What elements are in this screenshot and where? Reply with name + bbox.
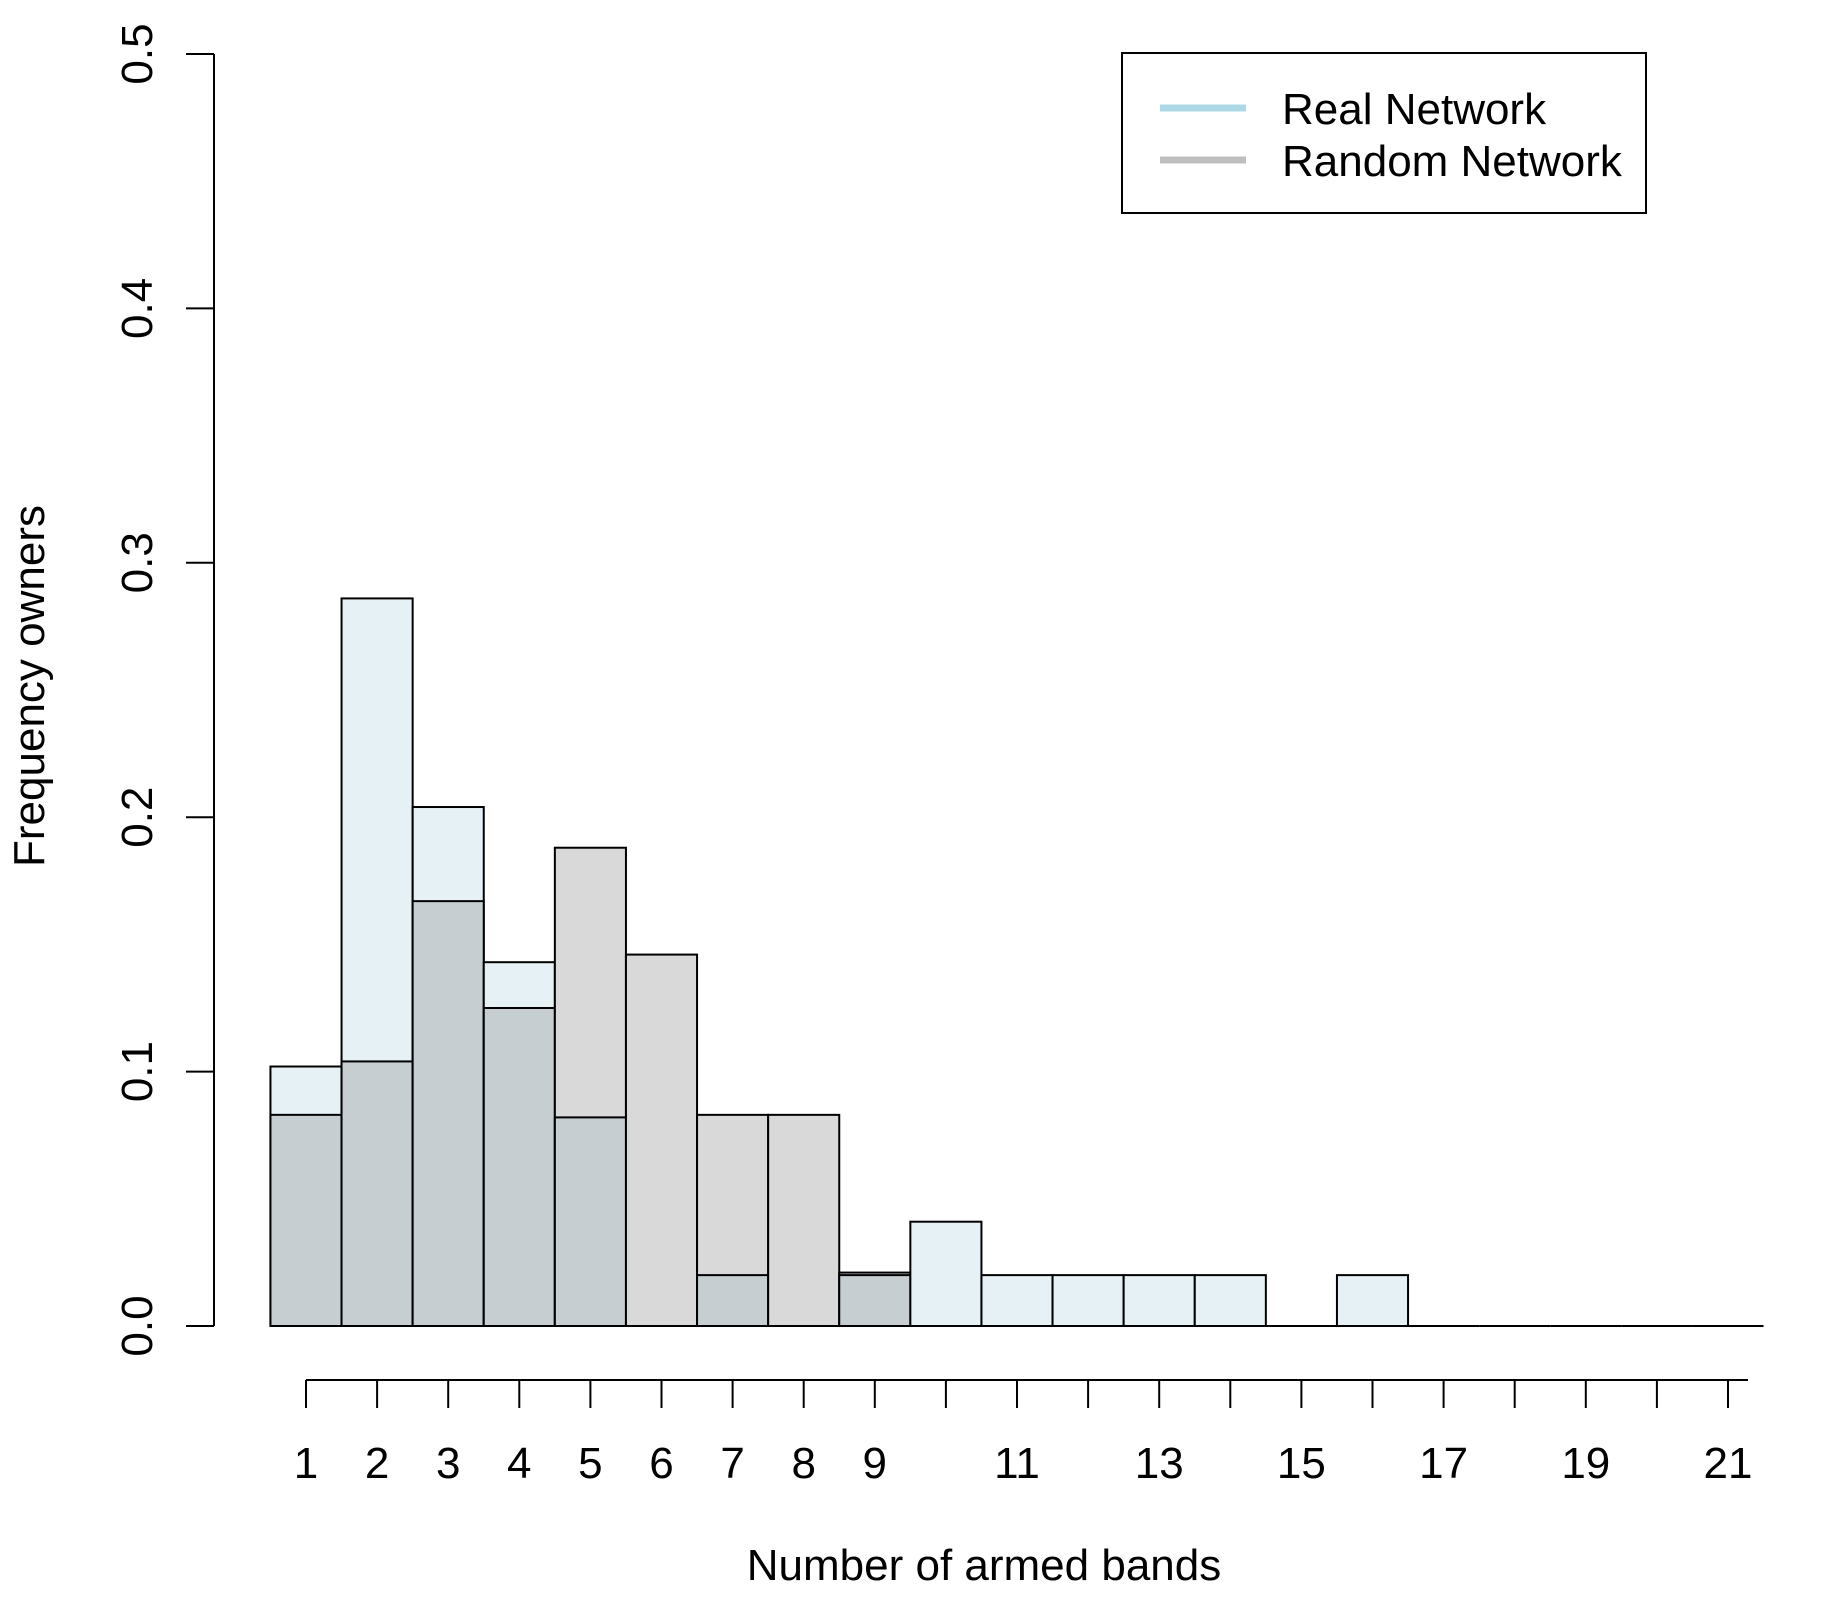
x-axis: 1 2 3 4 5 6 7 8 9 11 13 15 17 19 21 [294, 1379, 1753, 1488]
y-tick-label: 0.3 [113, 532, 162, 593]
bar-random-network-8 [767, 1113, 841, 1328]
bar-real-network-11 [980, 1274, 1054, 1327]
y-tick-label: 0.1 [113, 1041, 162, 1102]
x-tick-label: 9 [863, 1439, 887, 1488]
y-axis: 0.0 0.1 0.2 0.3 0.4 0.5 [113, 23, 215, 1357]
bar-real-network-14 [1193, 1274, 1267, 1327]
x-tick-label: 1 [294, 1439, 318, 1488]
x-tick-label: 3 [436, 1439, 460, 1488]
x-tick-label: 17 [1419, 1439, 1468, 1488]
y-tick-label: 0.4 [113, 278, 162, 339]
y-tick-label: 0.5 [113, 23, 162, 84]
x-tick-label: 21 [1704, 1439, 1753, 1488]
legend-label-random-network: Random Network [1282, 137, 1623, 186]
bar-overlap-1 [269, 1113, 343, 1328]
x-axis-title: Number of armed bands [747, 1541, 1221, 1590]
bar-overlap-2 [340, 1060, 414, 1327]
x-tick-label: 13 [1135, 1439, 1184, 1488]
x-tick-label: 5 [578, 1439, 602, 1488]
bar-overlap-3 [411, 900, 485, 1327]
bar-real-network-13 [1122, 1274, 1196, 1327]
x-tick-label: 4 [507, 1439, 531, 1488]
bar-real-network-12 [1051, 1274, 1125, 1327]
x-tick-label: 2 [365, 1439, 389, 1488]
bar-overlap-9 [838, 1274, 912, 1327]
legend-label-real-network: Real Network [1282, 85, 1547, 134]
x-tick-label: 19 [1561, 1439, 1610, 1488]
legend: Real Network Random Network [1121, 52, 1647, 214]
y-tick-label: 0.0 [113, 1295, 162, 1356]
x-tick-label: 8 [791, 1439, 815, 1488]
x-tick-label: 11 [994, 1439, 1040, 1488]
x-tick-label: 7 [720, 1439, 744, 1488]
x-tick-label: 6 [649, 1439, 673, 1488]
bar-overlap-7 [696, 1274, 770, 1327]
y-tick-label: 0.2 [113, 787, 162, 848]
bar-random-network-6 [624, 953, 699, 1327]
bars-layer [269, 597, 1764, 1328]
x-tick-label: 15 [1277, 1439, 1326, 1488]
bar-overlap-5 [553, 1116, 627, 1327]
bar-overlap-4 [482, 1007, 556, 1327]
legend-box [1121, 52, 1647, 214]
y-axis-title: Frequency owners [5, 505, 54, 867]
bar-real-network-10 [909, 1220, 983, 1328]
bar-real-network-16 [1335, 1274, 1410, 1327]
